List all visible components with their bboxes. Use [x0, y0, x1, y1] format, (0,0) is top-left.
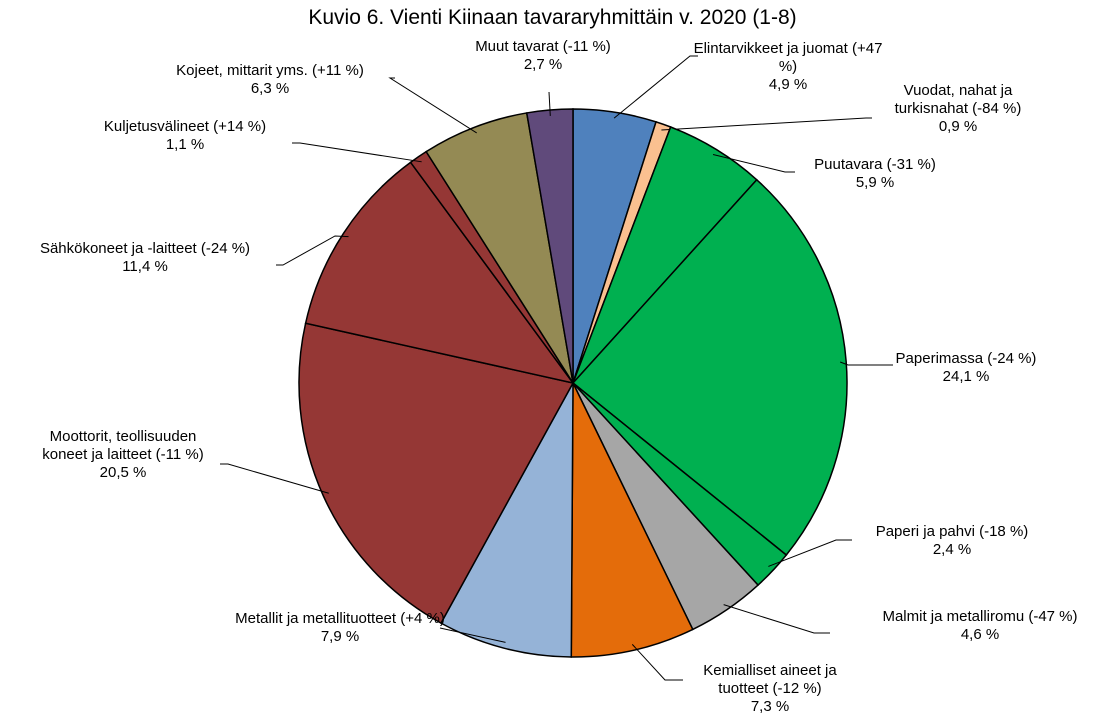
- leader-line: [276, 235, 349, 266]
- value-label: 20,5 %: [99, 464, 147, 481]
- slice-label: Paperimassa (-24 %) 24,1 %: [866, 350, 1066, 386]
- value-label: 11,4 %: [122, 258, 168, 275]
- leader-line: [631, 644, 683, 681]
- slice-label: Malmit ja metalliromu (-47 %) 4,6 %: [860, 608, 1100, 644]
- leader-line: [388, 77, 477, 134]
- value-label: 4,9 %: [768, 76, 808, 93]
- value-label: 7,9 %: [320, 628, 360, 645]
- value-label: 24,1 %: [942, 368, 990, 385]
- slice-label: Puutavara (-31 %) 5,9 %: [775, 156, 975, 192]
- category-label: Puutavara (-31 %): [814, 156, 936, 173]
- pie-slice: [439, 382, 574, 658]
- category-label: Muut tavarat (-11 %): [475, 38, 611, 55]
- pie-slice: [571, 178, 848, 557]
- category-label: Malmit ja metalliromu (-47 %): [882, 608, 1078, 625]
- slice-label: Paperi ja pahvi (-18 %) 2,4 %: [842, 523, 1062, 559]
- pie-slice: [298, 322, 575, 625]
- leader-line: [548, 91, 551, 116]
- value-label: 2,4 %: [932, 541, 972, 558]
- slice-label: Sähkökoneet ja -laitteet (-24 %) 11,4 %: [5, 240, 285, 276]
- category-label: Kemialliset aineet ja tuotteet (-12 %): [703, 662, 837, 697]
- pie-slice: [304, 161, 575, 385]
- chart-title: Kuvio 6. Vienti Kiinaan tavararyhmittäin…: [308, 6, 797, 29]
- pie-slice: [570, 382, 694, 658]
- category-label: Metallit ja metallituotteet (+4 %): [235, 610, 445, 627]
- slice-label: Kojeet, mittarit yms. (+11 %) 6,3 %: [140, 62, 400, 98]
- leader-line: [292, 142, 422, 163]
- leader-line: [768, 539, 852, 567]
- value-label: 7,3 %: [750, 698, 790, 715]
- value-label: 5,9 %: [855, 174, 895, 191]
- leader-line: [712, 154, 795, 173]
- category-label: Sähkökoneet ja -laitteet (-24 %): [39, 240, 251, 257]
- leader-line: [723, 604, 830, 634]
- category-label: Paperi ja pahvi (-18 %): [875, 523, 1029, 540]
- category-label: Paperimassa (-24 %): [895, 350, 1037, 367]
- slice-label: Vuodat, nahat ja turkisnahat (-84 %) 0,9 …: [883, 82, 1033, 136]
- value-label: 2,7 %: [523, 56, 563, 73]
- leader-line: [439, 627, 506, 643]
- value-label: 6,3 %: [250, 80, 290, 97]
- value-label: 1,1 %: [165, 136, 205, 153]
- leader-line: [661, 117, 872, 131]
- category-label: Kojeet, mittarit yms. (+11 %): [176, 62, 364, 79]
- leader-line: [839, 361, 893, 366]
- category-label: Moottorit, teollisuuden koneet ja laitte…: [42, 428, 204, 463]
- category-label: Vuodat, nahat ja turkisnahat (-84 %): [894, 82, 1022, 117]
- slice-label: Kuljetusvälineet (+14 %) 1,1 %: [85, 118, 285, 154]
- slice-label: Muut tavarat (-11 %) 2,7 %: [453, 38, 633, 74]
- slice-label: Kemialliset aineet ja tuotteet (-12 %) 7,…: [685, 662, 855, 716]
- slice-label: Metallit ja metallituotteet (+4 %) 7,9 %: [230, 610, 450, 646]
- leader-line: [220, 463, 329, 494]
- slice-label: Elintarvikkeet ja juomat (+47 %) 4,9 %: [693, 40, 883, 94]
- value-label: 0,9 %: [938, 118, 978, 135]
- slice-label: Moottorit, teollisuuden koneet ja laitte…: [26, 428, 221, 482]
- value-label: 4,6 %: [960, 626, 1000, 643]
- leader-line: [613, 55, 698, 119]
- category-label: Elintarvikkeet ja juomat (+47 %): [693, 40, 883, 75]
- category-label: Kuljetusvälineet (+14 %): [103, 118, 267, 135]
